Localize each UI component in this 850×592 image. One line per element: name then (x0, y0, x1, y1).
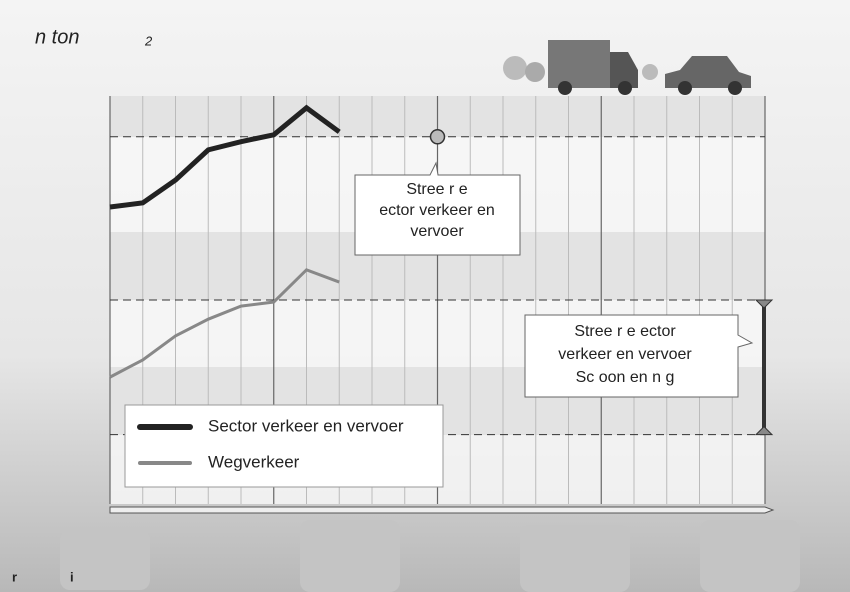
callout-text: vervoer (410, 223, 464, 240)
callout-text: Sc oon en n g (576, 369, 675, 386)
chart: n ton 2 r i Stree r e ector verkeer en ver… (0, 0, 850, 592)
x-axis-arrow (110, 507, 773, 513)
footer-text: i (70, 569, 74, 584)
title-subscript: 2 (144, 33, 153, 48)
callout-text: verkeer en vervoer (558, 346, 692, 363)
legend-label: Wegverkeer (208, 452, 300, 471)
callout-text: ector verkeer en (379, 202, 495, 219)
target-marker (431, 130, 445, 144)
callout-text: Stree r e ector (574, 323, 676, 340)
callout-text: Stree r e (406, 181, 467, 198)
legend-label: Sector verkeer en vervoer (208, 416, 404, 435)
footer-text: r (12, 569, 17, 584)
chart-title: n ton (35, 26, 79, 48)
